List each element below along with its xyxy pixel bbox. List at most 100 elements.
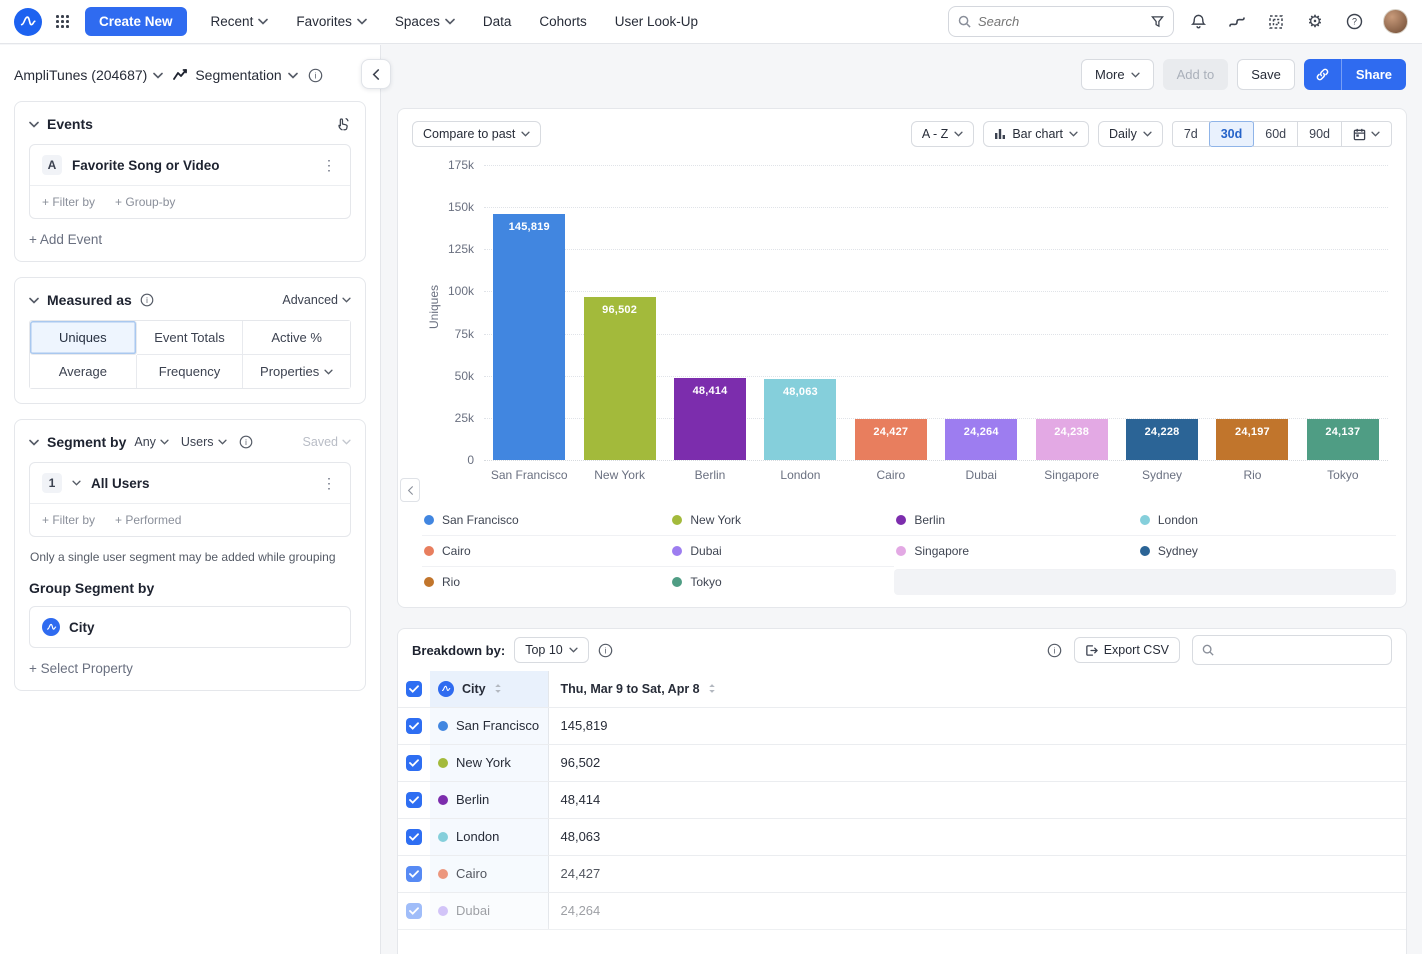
nav-favorites[interactable]: Favorites — [296, 14, 367, 29]
event-group-by-link[interactable]: + Group-by — [115, 195, 176, 209]
segment-users-dropdown[interactable]: Users — [181, 435, 227, 449]
range-30d[interactable]: 30d — [1208, 121, 1255, 147]
group-property-item[interactable]: City — [29, 606, 351, 648]
nav-data[interactable]: Data — [482, 14, 512, 29]
row-city-name[interactable]: Berlin — [456, 792, 490, 807]
bar-london[interactable]: 48,063 — [764, 379, 837, 460]
chevron-down-icon[interactable] — [72, 480, 81, 486]
info-icon[interactable]: i — [1047, 643, 1062, 658]
event-name[interactable]: Favorite Song or Video — [72, 157, 220, 173]
bar-berlin[interactable]: 48,414 — [674, 378, 747, 460]
legend-item-cairo[interactable]: Cairo — [422, 535, 671, 566]
nav-recent[interactable]: Recent — [211, 14, 269, 29]
segment-performed-link[interactable]: + Performed — [115, 513, 182, 527]
journeys-path-icon[interactable] — [1227, 12, 1247, 32]
project-selector[interactable]: AmpliTunes (204687) — [14, 67, 164, 83]
measure-option-frequency[interactable]: Frequency — [136, 355, 244, 388]
saved-dropdown[interactable]: Saved — [303, 435, 351, 449]
info-icon[interactable]: i — [308, 68, 323, 83]
chart-type-selector[interactable]: Segmentation — [173, 67, 298, 83]
granularity-button[interactable]: Daily — [1098, 121, 1163, 147]
amplitude-logo-icon[interactable] — [14, 7, 42, 36]
segment-filter-by-link[interactable]: + Filter by — [42, 513, 96, 527]
select-event-hand-icon[interactable] — [335, 116, 351, 132]
range-60d[interactable]: 60d — [1253, 121, 1299, 147]
date-column-header[interactable]: Thu, Mar 9 to Sat, Apr 8 — [560, 681, 700, 696]
bar-cairo[interactable]: 24,427 — [854, 419, 927, 460]
measure-option-event-totals[interactable]: Event Totals — [136, 321, 244, 355]
bar-new-york[interactable]: 96,502 — [583, 297, 656, 460]
notifications-bell-icon[interactable] — [1188, 12, 1208, 32]
row-checkbox[interactable] — [406, 791, 422, 808]
global-search[interactable] — [948, 6, 1174, 37]
more-button[interactable]: More — [1081, 59, 1154, 90]
bar-singapore[interactable]: 24,238 — [1035, 419, 1108, 460]
segment-menu-icon[interactable]: ⋮ — [322, 474, 336, 491]
collapse-section-icon[interactable] — [29, 121, 39, 128]
chart-type-button[interactable]: Bar chart — [983, 121, 1090, 147]
top-n-selector[interactable]: Top 10 — [514, 637, 589, 663]
range-90d[interactable]: 90d — [1297, 121, 1342, 147]
info-icon[interactable]: i — [598, 643, 613, 658]
bar-tokyo[interactable]: 24,137 — [1306, 419, 1379, 460]
row-city-name[interactable]: Cairo — [456, 866, 488, 881]
save-button[interactable]: Save — [1237, 59, 1295, 90]
row-checkbox[interactable] — [406, 717, 422, 734]
info-icon[interactable]: i — [140, 293, 154, 307]
breakdown-search[interactable] — [1192, 635, 1392, 665]
bar-sydney[interactable]: 24,228 — [1126, 419, 1199, 460]
filter-funnel-icon[interactable] — [1151, 15, 1164, 28]
share-button[interactable]: Share — [1341, 59, 1406, 90]
row-city-name[interactable]: New York — [456, 755, 511, 770]
segment-any-dropdown[interactable]: Any — [134, 435, 169, 449]
help-icon[interactable]: ? — [1344, 12, 1364, 32]
row-city-name[interactable]: Dubai — [456, 903, 490, 918]
legend-item-sydney[interactable]: Sydney — [1137, 535, 1396, 566]
add-event-link[interactable]: + Add Event — [29, 232, 103, 247]
legend-item-rio[interactable]: Rio — [422, 566, 671, 597]
measure-option-uniques[interactable]: Uniques — [30, 321, 137, 355]
collapse-section-icon[interactable] — [29, 439, 39, 446]
sort-order-button[interactable]: A - Z — [910, 121, 975, 147]
measure-option-properties[interactable]: Properties — [243, 355, 350, 388]
advanced-dropdown[interactable]: Advanced — [282, 293, 351, 307]
segment-name[interactable]: All Users — [91, 475, 150, 491]
create-new-button[interactable]: Create New — [85, 7, 187, 36]
chart-panel-collapse-button[interactable] — [400, 478, 420, 502]
sidebar-collapse-button[interactable] — [361, 59, 391, 89]
nav-spaces[interactable]: Spaces — [395, 14, 455, 29]
add-to-button[interactable]: Add to — [1162, 59, 1229, 90]
row-city-name[interactable]: London — [456, 829, 500, 844]
measure-option-active[interactable]: Active % — [243, 321, 350, 355]
legend-item-london[interactable]: London — [1138, 505, 1396, 535]
bar-san-francisco[interactable]: 145,819 — [493, 214, 566, 460]
measure-option-average[interactable]: Average — [30, 355, 137, 388]
event-menu-icon[interactable]: ⋮ — [322, 156, 336, 173]
row-city-name[interactable]: San Francisco — [456, 718, 540, 733]
bar-rio[interactable]: 24,197 — [1216, 419, 1289, 460]
legend-item-san-francisco[interactable]: San Francisco — [422, 505, 670, 535]
settings-gear-icon[interactable]: ⚙ — [1307, 11, 1323, 31]
apps-grid-icon[interactable] — [56, 15, 69, 28]
nav-user-lookup[interactable]: User Look-Up — [614, 14, 698, 29]
select-all-checkbox[interactable] — [406, 680, 422, 697]
custom-date-calendar-button[interactable] — [1341, 121, 1392, 147]
legend-item-dubai[interactable]: Dubai — [670, 535, 895, 566]
copy-link-icon-button[interactable] — [1303, 59, 1342, 90]
row-checkbox[interactable] — [406, 865, 422, 882]
legend-item-singapore[interactable]: Singapore — [894, 535, 1138, 566]
dashed-selection-icon[interactable] — [1266, 12, 1286, 32]
row-checkbox[interactable] — [406, 828, 422, 845]
user-avatar[interactable] — [1383, 9, 1408, 34]
row-checkbox[interactable] — [406, 902, 422, 919]
search-input[interactable] — [978, 14, 1144, 29]
range-7d[interactable]: 7d — [1171, 121, 1210, 147]
collapse-section-icon[interactable] — [29, 297, 39, 304]
export-csv-button[interactable]: Export CSV — [1073, 637, 1180, 663]
legend-item-berlin[interactable]: Berlin — [894, 505, 1138, 535]
sort-icon[interactable] — [708, 683, 716, 694]
event-filter-by-link[interactable]: + Filter by — [42, 195, 96, 209]
info-icon[interactable]: i — [239, 435, 253, 449]
city-column-header[interactable]: City — [462, 681, 486, 696]
nav-cohorts[interactable]: Cohorts — [539, 14, 587, 29]
